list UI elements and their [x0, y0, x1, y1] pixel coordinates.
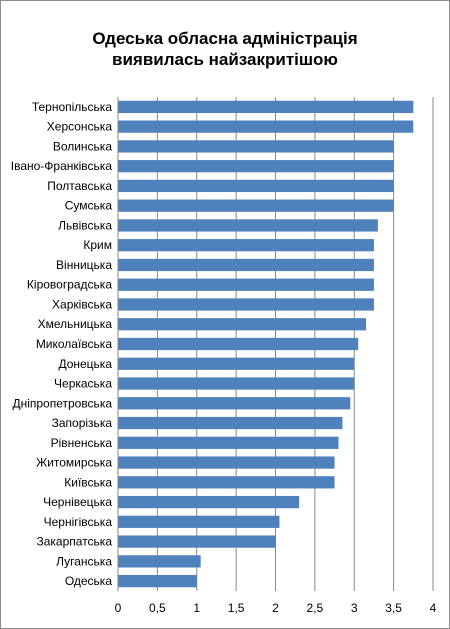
x-tick-label-3: 1,5	[228, 601, 245, 615]
category-label-5: Сумська	[65, 199, 113, 213]
bar-22	[118, 535, 276, 548]
bar-0	[118, 100, 414, 114]
category-label-7: Крим	[83, 238, 112, 252]
category-label-1: Херсонська	[47, 120, 113, 134]
bar-12	[118, 337, 359, 351]
category-label-24: Одеська	[65, 574, 113, 588]
category-label-20: Чернівецька	[43, 495, 112, 509]
bar-16	[118, 416, 343, 430]
bar-21	[118, 515, 280, 528]
category-label-23: Луганська	[56, 554, 112, 568]
category-label-21: Чернігівська	[44, 515, 113, 529]
category-label-11: Хмельницька	[38, 317, 113, 331]
category-label-13: Донецька	[58, 357, 112, 371]
bar-23	[118, 555, 201, 568]
bar-14	[118, 377, 355, 390]
bar-18	[118, 456, 335, 469]
x-tick-label-8: 4	[430, 601, 437, 615]
chart-title: Одеська обласна адміністрація виявилась …	[0, 28, 450, 70]
x-tick-label-2: 1	[193, 601, 200, 615]
bar-10	[118, 298, 374, 311]
category-label-2: Волинська	[53, 139, 113, 153]
x-tick-label-0: 0	[115, 601, 122, 615]
category-label-4: Полтавська	[47, 179, 112, 193]
bar-7	[118, 239, 374, 252]
category-label-18: Житомирська	[36, 456, 112, 470]
bar-3	[118, 160, 394, 173]
bar-24	[118, 574, 197, 588]
bar-9	[118, 278, 374, 291]
bar-6	[118, 219, 378, 232]
bar-19	[118, 476, 335, 489]
bar-4	[118, 179, 394, 193]
x-tick-label-7: 3,5	[385, 601, 402, 615]
category-label-3: Івано-Франківська	[11, 159, 113, 173]
category-label-12: Миколаївська	[36, 337, 113, 351]
category-label-8: Вінницька	[56, 258, 112, 272]
category-label-22: Закарпатська	[37, 535, 113, 549]
bar-20	[118, 495, 300, 509]
category-label-17: Рівненська	[51, 436, 113, 450]
bar-5	[118, 199, 394, 212]
bar-17	[118, 436, 339, 449]
category-label-9: Кіровоградська	[27, 278, 112, 292]
chart-title-line-1: Одеська обласна адміністрація	[92, 29, 358, 48]
category-label-10: Харківська	[52, 297, 112, 311]
bar-8	[118, 258, 374, 272]
chart-title-line-2: виявилась найзакритішою	[112, 50, 338, 69]
bar-13	[118, 357, 355, 370]
bar-1	[118, 120, 414, 133]
category-label-14: Черкаська	[54, 377, 112, 391]
category-label-15: Дніпропетровська	[12, 396, 112, 410]
bar-15	[118, 397, 351, 410]
bar-2	[118, 140, 394, 153]
category-label-6: Львівська	[58, 218, 112, 232]
x-tick-label-5: 2,5	[307, 601, 324, 615]
x-tick-label-4: 2	[272, 601, 279, 615]
x-tick-label-1: 0,5	[149, 601, 166, 615]
x-tick-label-6: 3	[351, 601, 358, 615]
category-label-0: Тернопільська	[32, 100, 112, 114]
bar-11	[118, 318, 367, 331]
category-label-19: Київська	[64, 475, 112, 489]
category-label-16: Запорізька	[52, 416, 113, 430]
